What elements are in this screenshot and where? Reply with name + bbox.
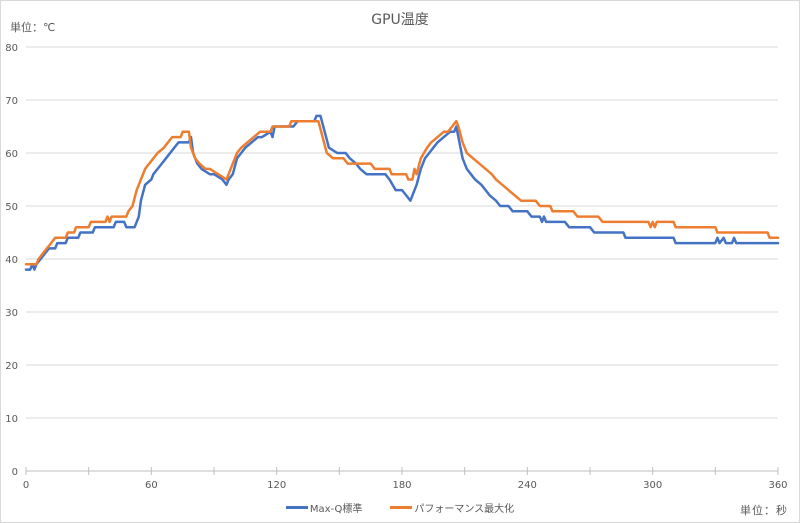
legend-label: Max-Q標準	[309, 504, 363, 515]
x-axis-unit-label: 単位：秒	[740, 504, 788, 517]
svg-text:50: 50	[5, 202, 18, 213]
svg-text:60: 60	[145, 480, 158, 491]
chart-title: GPU温度	[371, 12, 429, 28]
legend-item-maxq[interactable]: Max-Q標準	[285, 500, 363, 515]
legend-swatch-orange-icon	[390, 506, 413, 509]
svg-text:80: 80	[5, 43, 18, 54]
svg-text:360: 360	[768, 480, 787, 491]
svg-text:300: 300	[643, 480, 662, 491]
y-axis-tick-labels: 0 10 20 30 40 50 60 70 80	[5, 43, 18, 478]
svg-text:180: 180	[392, 480, 411, 491]
legend-item-performance[interactable]: パフォーマンス最大化	[390, 500, 514, 515]
svg-text:0: 0	[12, 467, 18, 478]
svg-text:240: 240	[518, 480, 537, 491]
svg-text:20: 20	[5, 361, 18, 372]
svg-text:30: 30	[5, 308, 18, 319]
svg-text:120: 120	[267, 480, 286, 491]
legend-label: パフォーマンス最大化	[414, 504, 515, 515]
gridlines	[26, 46, 778, 472]
svg-text:60: 60	[5, 149, 18, 160]
legend-swatch-blue-icon	[285, 506, 308, 509]
x-axis: 0 60 120 180 240 300 360	[23, 467, 788, 491]
data-series	[24, 114, 780, 271]
svg-text:0: 0	[23, 480, 29, 491]
svg-text:40: 40	[5, 255, 18, 266]
y-axis-unit-label: 単位：℃	[10, 21, 56, 34]
svg-text:10: 10	[5, 414, 18, 425]
legend: Max-Q標準 パフォーマンス最大化	[0, 500, 800, 515]
svg-text:70: 70	[5, 96, 18, 107]
